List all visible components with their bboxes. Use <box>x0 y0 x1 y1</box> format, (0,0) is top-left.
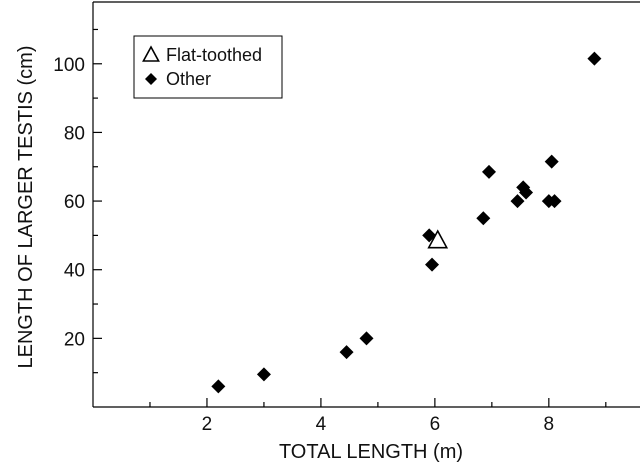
x-tick-label: 2 <box>202 414 213 435</box>
legend-label: Other <box>166 69 211 89</box>
legend-label: Flat-toothed <box>166 45 262 65</box>
data-point-other <box>256 367 271 382</box>
y-axis-label: LENGTH OF LARGER TESTIS (cm) <box>15 46 37 369</box>
legend-marker-other <box>145 73 157 85</box>
data-point-other <box>476 211 491 226</box>
y-tick-label: 60 <box>64 192 85 213</box>
legend-box <box>133 35 283 99</box>
data-point-other <box>482 164 497 179</box>
data-point-other <box>359 331 374 346</box>
data-point-other <box>425 257 440 272</box>
ticks: 2 4 6 8 20 40 60 80 100 <box>53 28 607 435</box>
y-tick-label: 40 <box>64 261 85 282</box>
y-tick-label: 100 <box>53 55 85 76</box>
x-axis-label: TOTAL LENGTH (m) <box>279 441 463 463</box>
data-point-other <box>339 345 354 360</box>
data-point-other <box>544 154 559 169</box>
legend: Flat-toothed Other <box>133 35 283 99</box>
data-point-other <box>587 51 602 66</box>
x-tick-label: 4 <box>316 414 327 435</box>
y-tick-label: 80 <box>64 123 85 144</box>
legend-marker-flat-toothed <box>142 45 160 62</box>
data-point-other <box>547 194 562 209</box>
data-point-other <box>519 185 534 200</box>
x-tick-label: 8 <box>544 414 555 435</box>
y-tick-label: 20 <box>64 329 85 350</box>
x-tick-label: 6 <box>430 414 441 435</box>
data-point-other <box>211 379 226 394</box>
data-points <box>211 51 602 394</box>
legend-items: Flat-toothed Other <box>142 45 262 89</box>
data-point-flat-toothed <box>427 229 449 249</box>
data-point-other <box>510 194 525 209</box>
